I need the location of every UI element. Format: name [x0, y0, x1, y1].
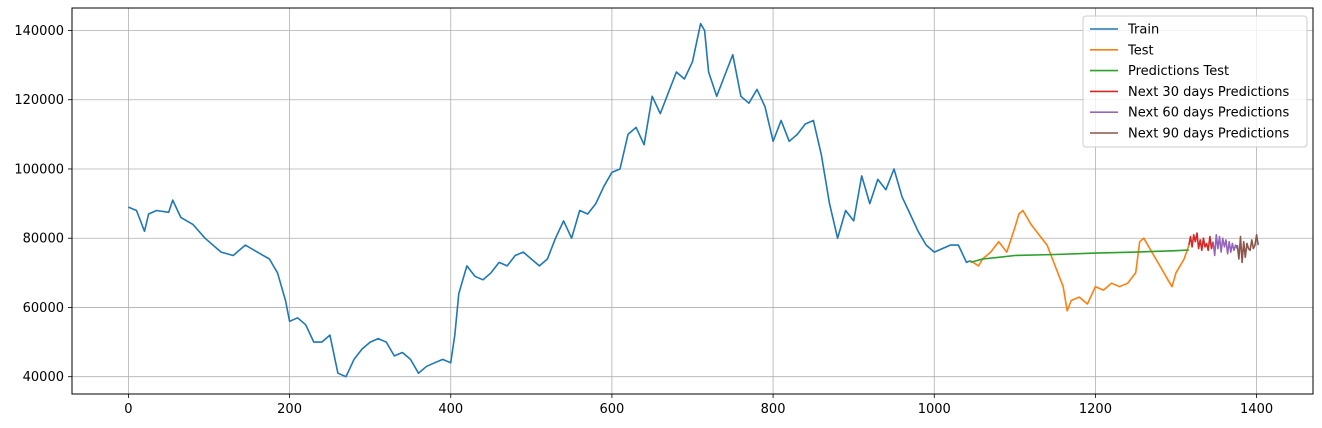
series-lines	[128, 22, 1259, 378]
x-tick-label: 1200	[1079, 402, 1112, 417]
legend: Train Test Predictions Test Next 30 days Pr…	[1082, 15, 1308, 148]
legend-label-test: Test	[1127, 43, 1154, 58]
x-tick-label: 600	[600, 402, 625, 417]
y-tick-label: 40000	[23, 370, 64, 385]
legend-label-train: Train	[1127, 23, 1159, 38]
legend-label-next-30-days-predictions: Next 30 days Predictions	[1128, 85, 1289, 100]
x-tick-label: 200	[277, 402, 302, 417]
y-tick-label: 140000	[14, 24, 64, 39]
legend-box	[1082, 15, 1308, 148]
x-tick-label: 400	[438, 402, 463, 417]
legend-label-next-60-days-predictions: Next 60 days Predictions	[1128, 106, 1289, 121]
series-line-train	[128, 22, 971, 378]
x-tick-label: 0	[124, 402, 132, 417]
series-line-test	[970, 209, 1190, 312]
x-tick-label: 1400	[1240, 402, 1273, 417]
y-tick-label: 60000	[23, 301, 64, 316]
series-line-next-60-days-predictions	[1212, 234, 1239, 257]
y-tick-label: 80000	[23, 232, 64, 247]
axis-ticks: 0 200 400 600 800 1000 1200 1400 40000 60000 80000…	[14, 24, 1273, 417]
plot-frame	[71, 7, 1314, 395]
series-line-predictions-test	[970, 249, 1189, 264]
series-line-next-30-days-predictions	[1188, 232, 1214, 252]
legend-label-predictions-test: Predictions Test	[1128, 64, 1229, 79]
x-tick-label: 800	[761, 402, 786, 417]
legend-label-next-90-days-predictions: Next 90 days Predictions	[1128, 127, 1289, 142]
series-line-next-90-days-predictions	[1236, 234, 1259, 264]
y-tick-label: 120000	[14, 93, 64, 108]
x-tick-label: 1000	[918, 402, 951, 417]
y-tick-label: 100000	[14, 162, 64, 177]
